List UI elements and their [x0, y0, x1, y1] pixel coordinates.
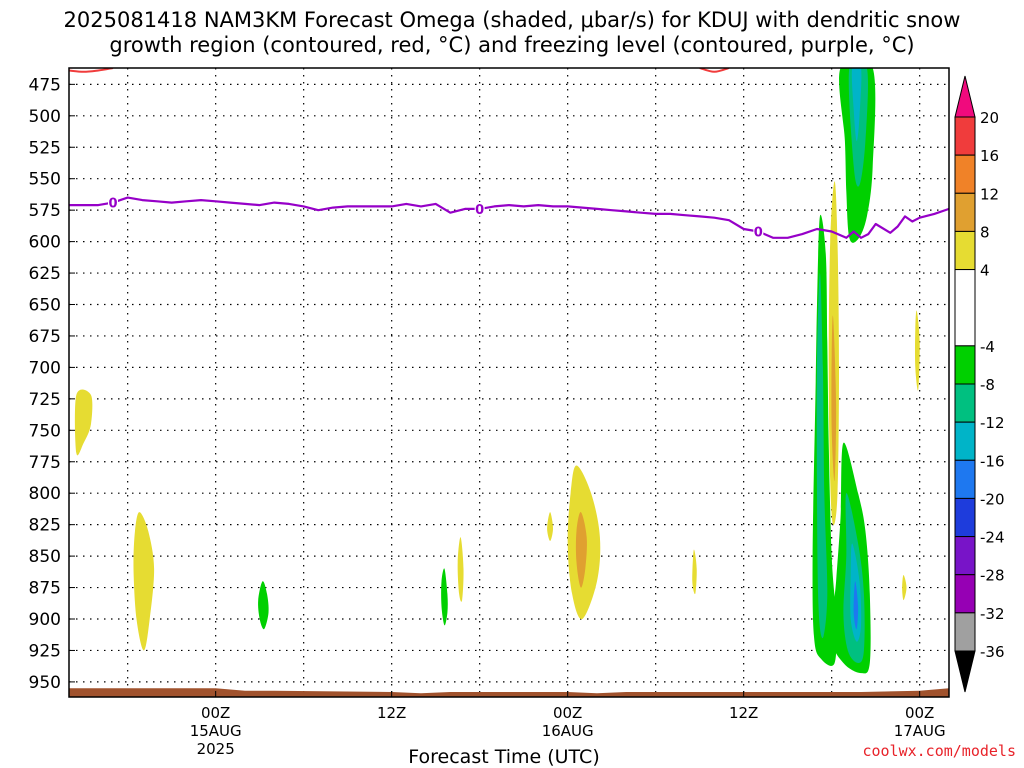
- x-tick-label-0-1: 15AUG: [190, 722, 242, 740]
- omega-region-0: [74, 389, 93, 456]
- colorbar-band-10: [954, 536, 976, 576]
- omega-region-5: [547, 512, 553, 541]
- colorbar-label--8: -8: [980, 376, 995, 394]
- y-tick-label-750: 750: [29, 421, 61, 441]
- colorbar-label--4: -4: [980, 338, 995, 356]
- y-tick-label-825: 825: [29, 516, 61, 536]
- y-tick-label-800: 800: [29, 484, 61, 504]
- dendritic-contour-0: [69, 68, 114, 73]
- y-tick-label-700: 700: [29, 358, 61, 378]
- y-tick-label-600: 600: [29, 233, 61, 253]
- x-tick-label-4-0: 00Z: [905, 704, 934, 722]
- freezing-level-label-2: 0: [754, 226, 763, 241]
- freezing-level-label-1: 0: [475, 203, 484, 218]
- y-tick-label-675: 675: [29, 327, 61, 347]
- colorbar-label-12: 12: [980, 185, 999, 203]
- freezing-level-label-bg-2: [753, 224, 764, 239]
- colorbar-band-9: [954, 497, 976, 538]
- omega-region-21: [902, 575, 907, 601]
- y-tick-label-500: 500: [29, 107, 61, 127]
- plot-background: [69, 68, 949, 697]
- colorbar-band-2: [954, 192, 976, 232]
- plot-frame: [68, 67, 950, 698]
- y-tick-label-925: 925: [29, 641, 61, 661]
- y-tick-label-550: 550: [29, 170, 61, 190]
- plot-layer: 0 0 0: [69, 68, 949, 697]
- omega-region-13: [816, 273, 828, 639]
- y-tick-label-775: 775: [29, 453, 61, 473]
- colorbar-band-3: [954, 230, 976, 271]
- credit-text[interactable]: coolwx.com/models: [862, 742, 1016, 760]
- colorbar-label-20: 20: [980, 109, 999, 127]
- colorbar-label-8: 8: [980, 223, 990, 241]
- colorbar-band-11: [954, 574, 976, 614]
- x-tick-label-0-0: 00Z: [201, 704, 230, 722]
- colorbar-label--16: -16: [980, 452, 1005, 470]
- omega-region-7: [575, 512, 587, 588]
- colorbar-band-0: [954, 116, 976, 156]
- freezing-level-label-bg-0: [108, 195, 118, 210]
- y-tick-label-850: 850: [29, 547, 61, 567]
- colorbar-label--36: -36: [980, 643, 1005, 661]
- omega-region-1: [133, 512, 155, 651]
- colorbar-band-6: [954, 383, 976, 423]
- y-tick-label-625: 625: [29, 264, 61, 284]
- colorbar-label--12: -12: [980, 414, 1005, 432]
- dendritic-contour-1: [699, 68, 730, 73]
- ground-terrain: [69, 688, 949, 697]
- y-tick-label-475: 475: [29, 75, 61, 95]
- x-tick-label-2-1: 16AUG: [542, 722, 594, 740]
- omega-region-20: [914, 310, 920, 391]
- y-tick-label-950: 950: [29, 673, 61, 693]
- colorbar-label-4: 4: [980, 262, 990, 280]
- x-tick-label-3-0: 12Z: [729, 704, 758, 722]
- y-tick-label-900: 900: [29, 610, 61, 630]
- y-tick-label-875: 875: [29, 579, 61, 599]
- colorbar-label-16: 16: [980, 147, 999, 165]
- colorbar-top-arrow: [954, 75, 976, 118]
- omega-region-17: [853, 581, 859, 630]
- colorbar-band-4: [954, 269, 976, 347]
- x-axis-title: Forecast Time (UTC): [408, 746, 600, 768]
- chart-title-line-1: 2025081418 NAM3KM Forecast Omega (shaded…: [63, 8, 961, 32]
- omega-region-2: [258, 581, 269, 630]
- colorbar-band-8: [954, 459, 976, 499]
- freezing-level-label-0: 0: [108, 197, 117, 212]
- freezing-level-line: [69, 196, 949, 239]
- y-tick-label-650: 650: [29, 296, 61, 316]
- omega-region-11: [851, 68, 862, 142]
- y-tick-label-575: 575: [29, 201, 61, 221]
- colorbar-band-12: [954, 612, 976, 652]
- x-tick-label-4-1: 17AUG: [894, 722, 946, 740]
- colorbar-band-1: [954, 154, 976, 194]
- x-tick-label-1-0: 12Z: [377, 704, 406, 722]
- colorbar-label--24: -24: [980, 529, 1005, 547]
- colorbar-band-5: [954, 345, 976, 385]
- colorbar-label--20: -20: [980, 490, 1005, 508]
- y-tick-label-525: 525: [29, 138, 61, 158]
- colorbar-bottom-arrow: [954, 650, 976, 693]
- omega-region-8: [692, 549, 697, 595]
- x-tick-label-2-0: 00Z: [553, 704, 582, 722]
- x-tick-label-0-2: 2025: [197, 740, 235, 758]
- colorbar-label--28: -28: [980, 567, 1005, 585]
- omega-region-19: [831, 315, 837, 481]
- chart-title-line-2: growth region (contoured, red, °C) and f…: [109, 33, 915, 57]
- colorbar-label--32: -32: [980, 605, 1005, 623]
- colorbar-band-7: [954, 421, 976, 461]
- omega-region-3: [441, 568, 448, 626]
- freezing-level-label-bg-1: [474, 201, 485, 216]
- y-tick-label-725: 725: [29, 390, 61, 410]
- omega-region-4: [457, 537, 464, 602]
